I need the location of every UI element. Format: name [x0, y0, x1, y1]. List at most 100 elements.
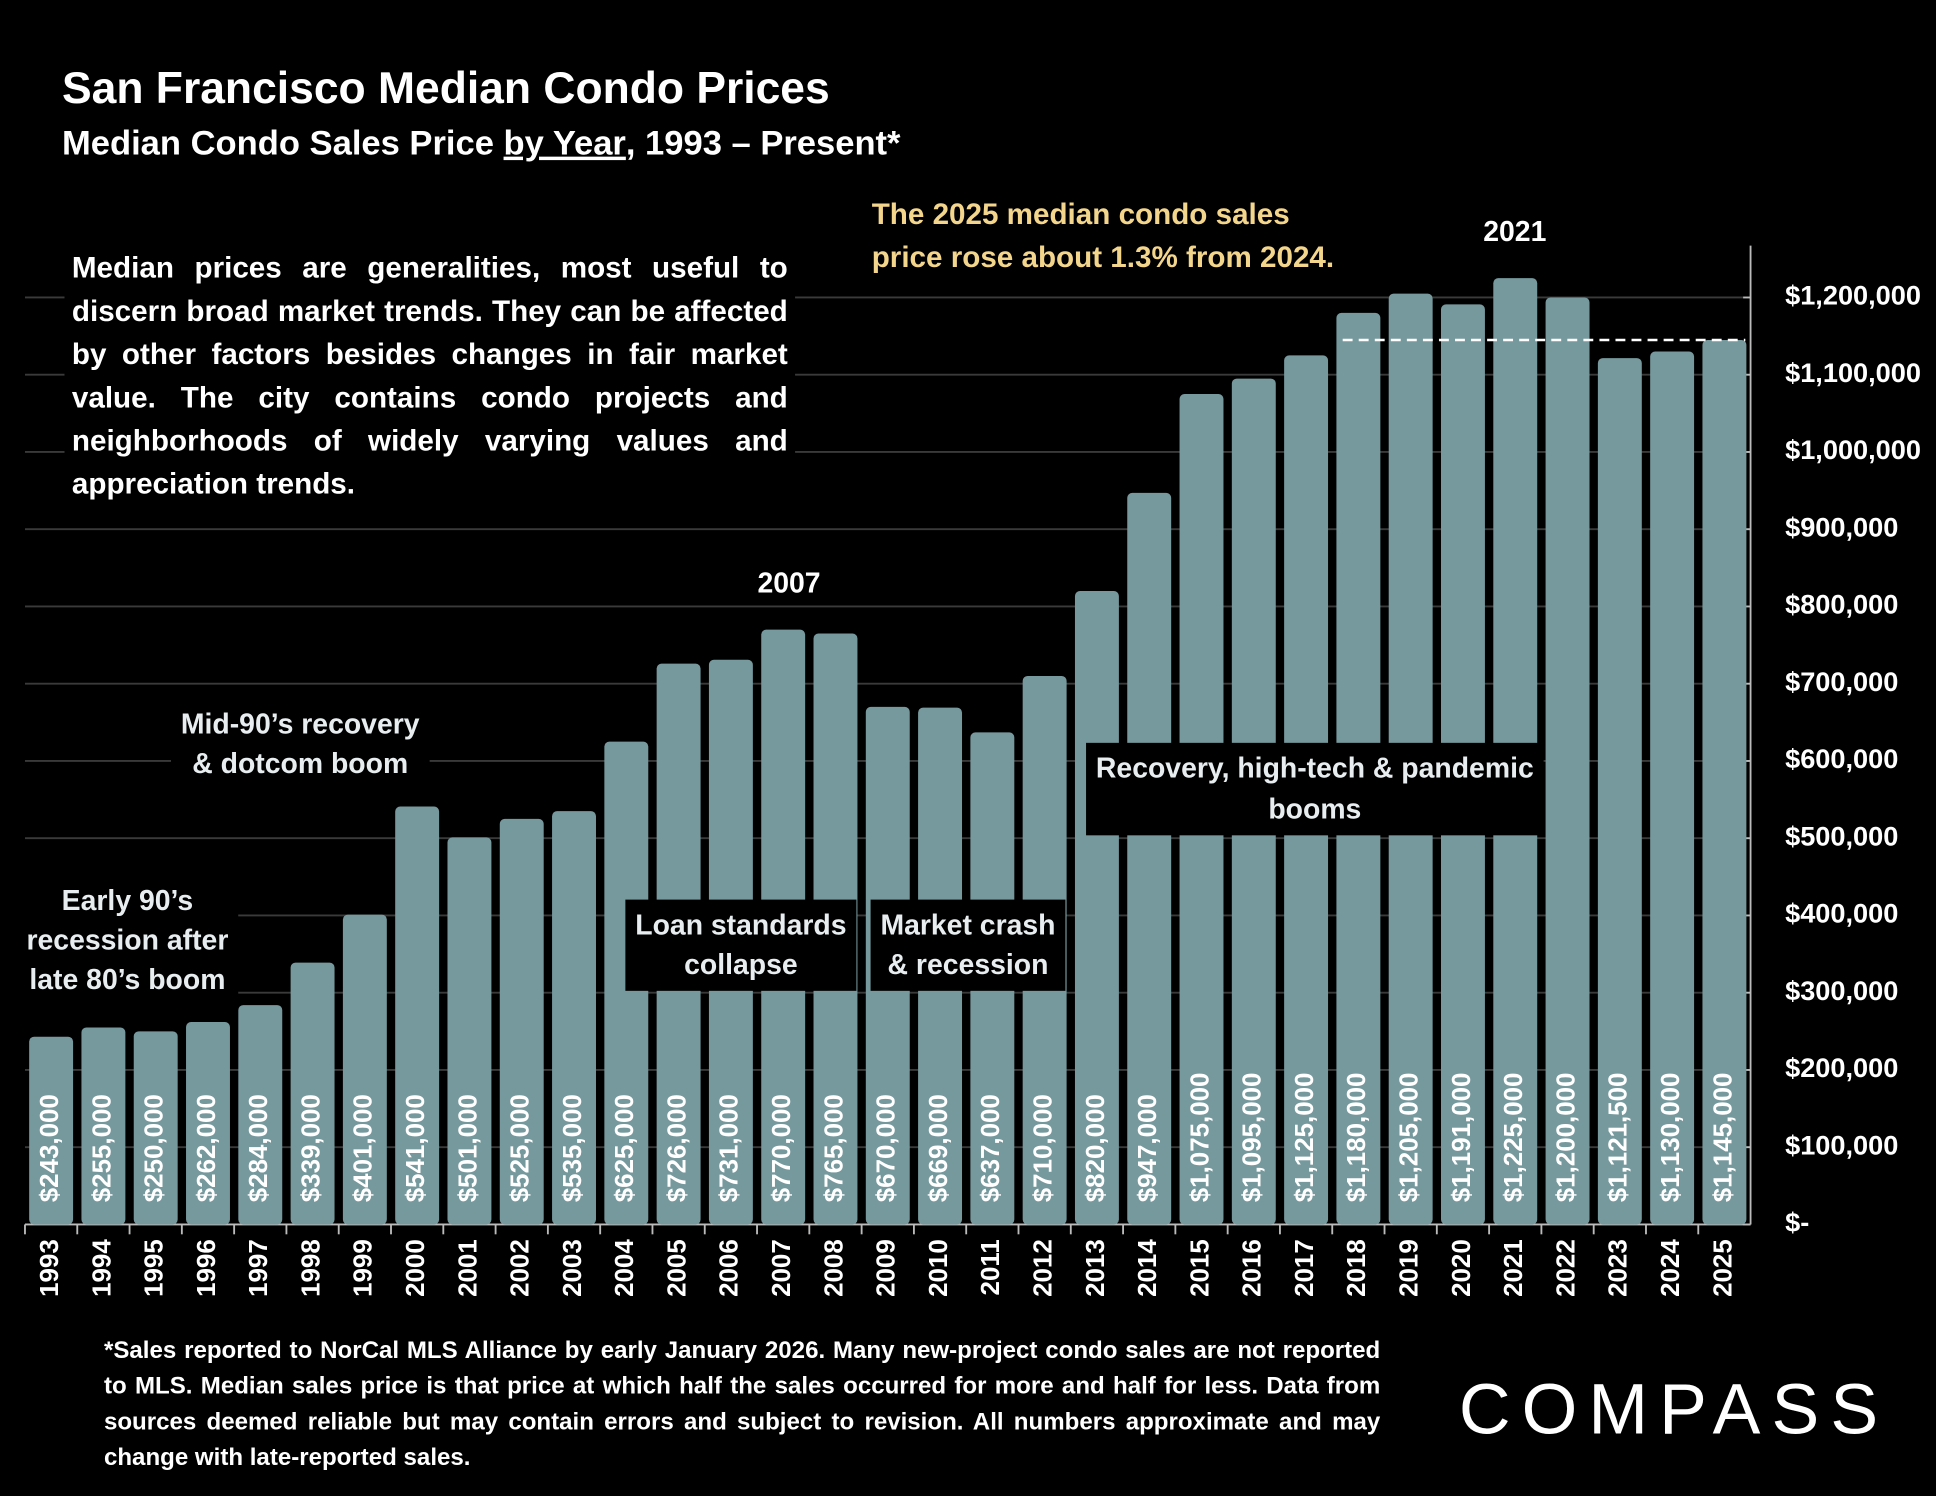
annotation-bg — [1086, 742, 1544, 836]
bar — [29, 1036, 74, 1225]
annotation: Recovery, high-tech & pandemic — [1096, 753, 1534, 785]
y-tick-label: $- — [1785, 1207, 1809, 1238]
x-tick-label: 2009 — [873, 1239, 901, 1297]
value-label: $1,121,500 — [1605, 1073, 1633, 1203]
subtitle-part: , 1993 – Present* — [626, 125, 901, 163]
x-tick-label: 2012 — [1029, 1239, 1057, 1297]
y-tick-label: $700,000 — [1785, 666, 1898, 697]
bar — [1545, 297, 1590, 1225]
x-tick-label: 2004 — [611, 1239, 639, 1297]
x-tick-label: 1999 — [350, 1239, 378, 1297]
y-tick-label: $1,100,000 — [1785, 357, 1921, 388]
value-label: $1,145,000 — [1709, 1073, 1737, 1203]
annotations: $243,000 $255,000 $250,000 $262,000 $284,000… — [16, 198, 1737, 1203]
note-box: Median prices are generalities, most use… — [64, 246, 796, 507]
annotation: Market crash — [880, 909, 1055, 941]
bar — [133, 1031, 178, 1225]
value-label: $1,125,000 — [1291, 1073, 1319, 1203]
x-tick-label: 2011 — [977, 1239, 1005, 1295]
bar — [395, 806, 440, 1225]
bar — [1127, 492, 1172, 1225]
highlight-text: The 2025 median condo sales — [872, 198, 1290, 231]
y-tick-label: $200,000 — [1785, 1052, 1898, 1083]
peak-label: 2007 — [757, 568, 820, 600]
value-label: $1,205,000 — [1396, 1073, 1424, 1203]
x-tick-label: 2020 — [1448, 1239, 1476, 1297]
x-tick-label: 2007 — [768, 1239, 796, 1297]
annotation-bg — [625, 899, 857, 991]
annotation: Loan standards — [635, 909, 846, 941]
x-tick-label: 2016 — [1239, 1239, 1267, 1297]
x-tick-label: 1995 — [141, 1239, 169, 1297]
bar — [1702, 339, 1747, 1225]
bar — [238, 1005, 283, 1225]
x-tick-label: 2025 — [1709, 1239, 1737, 1297]
highlight-text: price rose about 1.3% from 2024. — [872, 241, 1334, 274]
annotation: Early 90’s — [62, 885, 193, 917]
annotation: late 80’s boom — [29, 964, 225, 996]
note: Median prices are generalities, most use… — [64, 246, 796, 507]
annotation: & recession — [888, 949, 1049, 981]
bar — [552, 811, 596, 1225]
y-tick-label: $100,000 — [1785, 1129, 1898, 1160]
x-tick-label: 2005 — [663, 1239, 691, 1297]
y-tick-label: $800,000 — [1785, 589, 1898, 620]
value-label: $541,000 — [402, 1094, 430, 1202]
x-tick-label: 2021 — [1500, 1239, 1528, 1297]
value-label: $1,180,000 — [1343, 1073, 1371, 1203]
footnote-box: *Sales reported to NorCal MLS Alliance b… — [104, 1337, 1380, 1472]
bar — [447, 837, 492, 1225]
peak-label: 2021 — [1483, 216, 1546, 248]
annotation: collapse — [684, 949, 798, 981]
y-tick-label: $1,200,000 — [1785, 280, 1921, 311]
value-label: $820,000 — [1082, 1094, 1110, 1202]
annotation-bg — [171, 698, 430, 790]
x-tick-label: 2022 — [1552, 1239, 1580, 1297]
value-label: $710,000 — [1029, 1094, 1057, 1202]
bar — [499, 818, 544, 1225]
bar — [186, 1022, 230, 1225]
y-tick-label: $600,000 — [1785, 743, 1898, 774]
x-tick-label: 2018 — [1343, 1239, 1371, 1297]
bar — [342, 914, 387, 1225]
value-label: $947,000 — [1134, 1094, 1162, 1202]
value-label: $1,225,000 — [1500, 1073, 1528, 1203]
x-tick-label: 2010 — [925, 1239, 953, 1297]
value-label: $501,000 — [454, 1094, 482, 1202]
annotation: recession after — [26, 924, 228, 956]
x-tick-label: 2006 — [716, 1239, 744, 1297]
x-tick-label: 1996 — [193, 1239, 221, 1297]
annotation: & dotcom boom — [192, 748, 408, 780]
x-tick-label: 1997 — [245, 1239, 273, 1297]
value-label: $726,000 — [663, 1094, 691, 1202]
x-tick-label: 2000 — [402, 1239, 430, 1297]
x-tick-label: 2013 — [1082, 1239, 1110, 1297]
value-label: $535,000 — [559, 1094, 587, 1202]
y-tick-label: $500,000 — [1785, 820, 1898, 851]
annotation: booms — [1268, 793, 1361, 825]
subtitle-underlined: by Year — [504, 125, 626, 163]
value-label: $637,000 — [977, 1094, 1005, 1202]
value-label: $255,000 — [88, 1094, 116, 1202]
y-tick-label: $900,000 — [1785, 511, 1898, 542]
value-label: $1,191,000 — [1448, 1073, 1476, 1203]
chart-title: San Francisco Median Condo Prices — [62, 64, 830, 113]
value-label: $731,000 — [716, 1094, 744, 1202]
bar — [81, 1027, 126, 1225]
x-tick-label: 2002 — [507, 1239, 535, 1297]
bar — [1597, 358, 1642, 1225]
bar — [1650, 351, 1695, 1225]
y-tick-label: $1,000,000 — [1785, 434, 1921, 465]
x-tick-label: 1993 — [36, 1239, 64, 1297]
value-label: $765,000 — [820, 1094, 848, 1202]
value-label: $1,130,000 — [1657, 1073, 1685, 1203]
chart-subtitle: Median Condo Sales Price by Year, 1993 –… — [62, 125, 901, 163]
x-tick-label: 2014 — [1134, 1239, 1162, 1297]
value-label: $525,000 — [507, 1094, 535, 1202]
x-tick-label: 2019 — [1396, 1239, 1424, 1297]
value-label: $1,095,000 — [1239, 1073, 1267, 1203]
value-label: $669,000 — [925, 1094, 953, 1202]
x-tick-label: 2015 — [1186, 1239, 1214, 1297]
annotation-bg — [870, 899, 1066, 991]
value-label: $339,000 — [297, 1094, 325, 1202]
